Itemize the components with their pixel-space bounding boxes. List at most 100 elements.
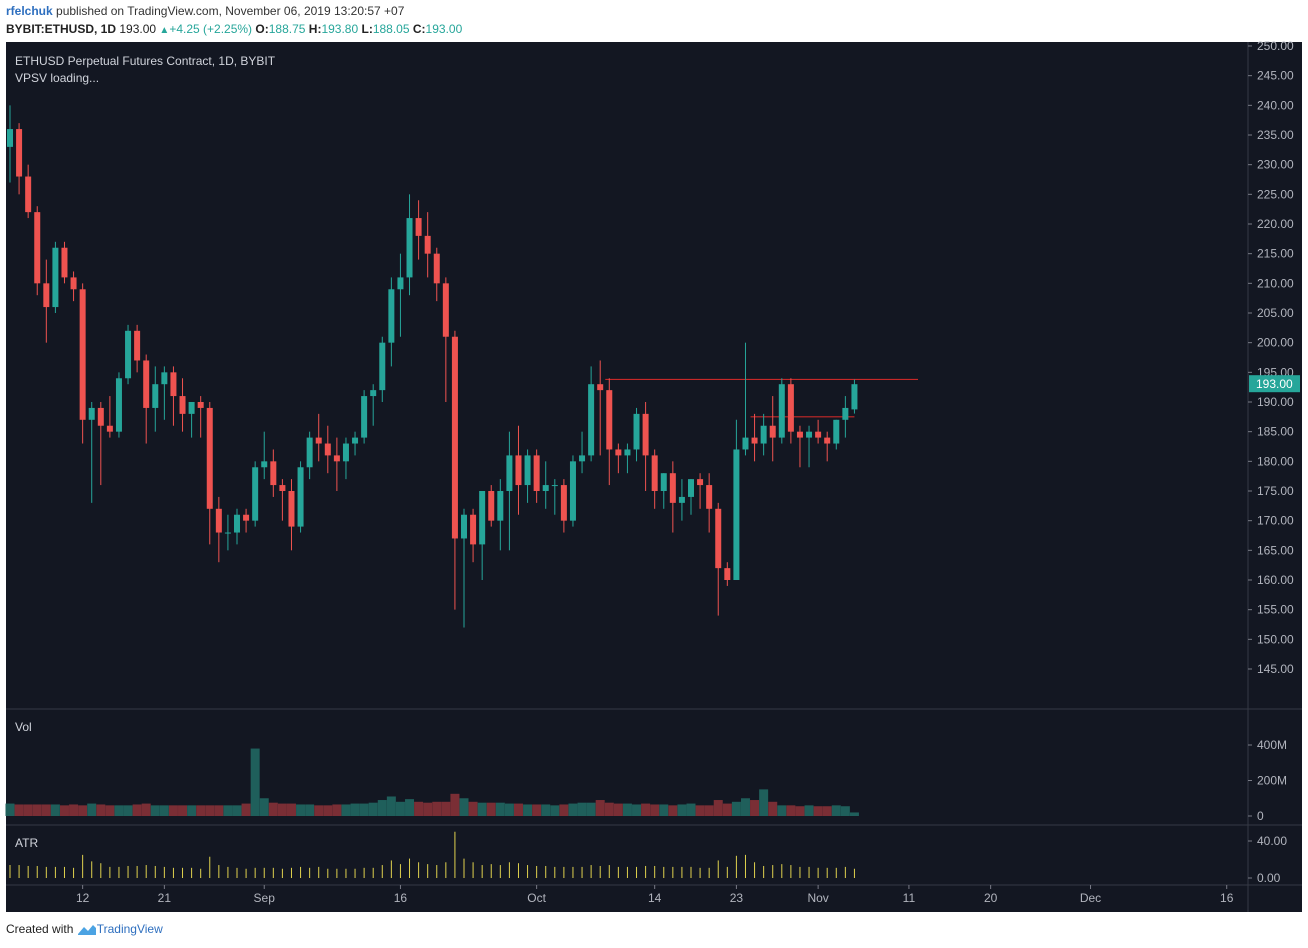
volume-bar [613, 803, 623, 816]
candle [796, 425, 803, 468]
volume-bar [468, 801, 478, 816]
candle-body [615, 449, 622, 456]
candle-body [579, 455, 586, 462]
time-tick-label: 23 [730, 891, 744, 905]
candle-body [624, 449, 631, 456]
price-pane[interactable] [7, 105, 918, 628]
candle-body [7, 129, 13, 147]
volume-bar [114, 805, 124, 816]
candle [778, 378, 785, 444]
volume-bar [686, 803, 696, 816]
author-link[interactable]: rfelchuk [6, 4, 53, 18]
volume-bar [586, 802, 596, 816]
candle-body [760, 425, 767, 444]
volume-bar [804, 805, 814, 816]
atr-tick-label: 0.00 [1257, 871, 1281, 885]
candle-body [642, 413, 649, 456]
candle [125, 324, 132, 385]
candle [306, 431, 313, 480]
candle [79, 283, 86, 444]
volume-bar [268, 802, 278, 816]
candle-body [406, 218, 413, 278]
candle-body [34, 212, 41, 284]
candle [824, 431, 831, 462]
volume-bar [632, 804, 642, 816]
candle [424, 212, 431, 278]
volume-bar [250, 748, 260, 816]
candle [288, 479, 295, 551]
volume-bar [423, 802, 433, 816]
candle [397, 253, 404, 337]
candle-body [70, 277, 77, 290]
volume-bar [305, 804, 315, 816]
candle [742, 342, 749, 456]
candle [324, 425, 331, 474]
candle-body [461, 514, 467, 539]
candle-body [197, 402, 204, 408]
candle-body [706, 485, 713, 509]
candle-body [515, 455, 522, 486]
volume-bar [5, 803, 15, 816]
volume-bar [722, 803, 732, 816]
candle-body [143, 360, 150, 408]
price-tick-label: 220.00 [1257, 217, 1294, 231]
volume-bar [486, 802, 496, 816]
candle-body [243, 514, 250, 521]
volume-bar [559, 804, 569, 816]
volume-bar [223, 805, 233, 816]
price-tick-label: 145.00 [1257, 662, 1294, 676]
volume-bar [314, 805, 324, 816]
volume-bar [622, 803, 632, 816]
candle [388, 277, 395, 367]
price-tick-label: 245.00 [1257, 69, 1294, 83]
price-change: +4.25 (+2.25%) [169, 22, 253, 36]
candle-body [542, 485, 549, 491]
volume-bar [286, 803, 296, 816]
volume-bar [577, 802, 587, 816]
atr-pane[interactable] [9, 831, 855, 878]
indicator-status: VPSV loading... [15, 71, 99, 85]
volume-bar [704, 805, 714, 816]
volume-bar [495, 802, 505, 816]
candle-body [442, 283, 449, 337]
candle-body [43, 283, 50, 308]
published-text: published on TradingView.com, November 0… [52, 4, 405, 18]
candle [442, 277, 449, 402]
volume-bar [386, 796, 396, 816]
candle [533, 449, 540, 503]
created-with-text: Created with [6, 922, 74, 936]
volume-bar [750, 800, 760, 816]
volume-bar [23, 804, 33, 816]
candle [524, 449, 531, 503]
candle-body [842, 407, 849, 420]
candle-body [688, 479, 694, 497]
candle-body [279, 485, 286, 491]
candle [370, 384, 377, 426]
candle [16, 123, 23, 195]
candle [479, 491, 486, 580]
candle [88, 402, 95, 503]
volume-bar [740, 798, 750, 816]
volume-pane[interactable] [5, 748, 859, 816]
candle-body [796, 431, 803, 438]
candle [688, 479, 694, 515]
candle-body [25, 176, 32, 213]
candle [379, 336, 386, 402]
volume-bar [786, 805, 796, 816]
volume-bar [768, 801, 778, 816]
tradingview-link[interactable]: TradingView [96, 922, 163, 936]
volume-bar [831, 805, 841, 816]
candle-body [97, 407, 104, 426]
price-tick-label: 235.00 [1257, 128, 1294, 142]
candle-body [252, 467, 259, 521]
candle-body [633, 413, 640, 450]
candle [188, 402, 195, 438]
low-label: L: [361, 22, 373, 36]
candle [724, 562, 731, 586]
price-tick-label: 170.00 [1257, 514, 1294, 528]
footer: Created with TradingView [6, 922, 163, 936]
candle-body [597, 384, 604, 391]
volume-bar [795, 806, 805, 816]
candle-body [806, 431, 813, 438]
